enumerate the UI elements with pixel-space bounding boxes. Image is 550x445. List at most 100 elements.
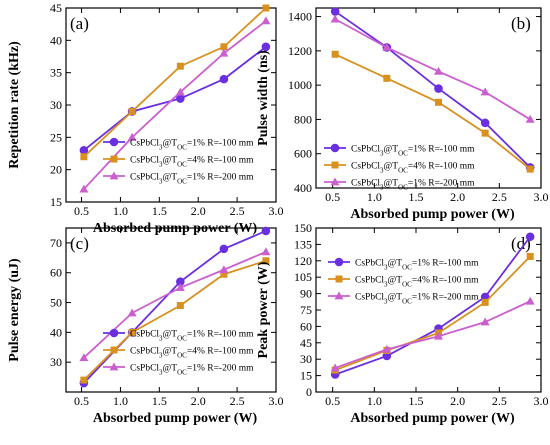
data-point [525,296,535,305]
data-point [435,98,442,106]
y-tick-label: 120 [294,254,312,268]
legend-label-part: OC [177,161,187,169]
legend-label-part: =1% R=-200 mm [412,293,479,303]
y-tick-label: 40 [50,33,62,47]
legend-label-part: CsPbCl [351,145,380,155]
data-point [127,132,137,141]
data-point [262,4,270,12]
legend-label-part: =4% R=-100 mm [408,162,475,172]
x-tick-label: 3.0 [269,204,284,218]
chart-panel-a: 0.5 1.0 1.5 2.0 2.5 3.015202530354045Absorbed… [7,1,284,236]
legend-label-part: CsPbCl [351,162,380,172]
legend-label-part: @T [163,173,178,183]
x-tick-label: 2.5 [230,204,245,218]
x-axis-title: Absorbed pump power (W) [350,207,515,222]
legend-label-part: =1% R=-100 mm [187,330,254,340]
data-point [261,247,271,256]
data-point [220,43,228,51]
panel-label: (a) [70,14,89,33]
data-point [480,317,490,326]
legend-label: CsPbCl3@TOC=1% R=-200 mm [351,179,475,192]
panel-label: (b) [511,14,531,33]
series-line-2 [83,259,267,381]
data-point [525,232,535,242]
legend-label-part: @T [388,276,403,286]
y-tick-label: 35 [50,66,62,80]
legend-marker [109,171,119,180]
y-tick-label: 60 [50,266,62,280]
series-line-1 [83,230,267,384]
legend-label-part: @T [388,293,403,303]
data-point [219,244,229,254]
x-tick-label: 2.0 [450,190,465,204]
data-point [128,107,136,115]
y-tick-label: 600 [294,147,312,161]
series-line-2 [83,7,267,158]
legend-label-part: OC [402,281,412,289]
data-point [219,74,229,84]
y-tick-label: 20 [50,163,62,177]
legend-label-part: 3 [159,369,163,377]
y-tick-label: 30 [300,352,312,366]
legend-marker [330,143,340,153]
data-point [481,298,489,306]
legend-label-part: =4% R=-100 mm [187,347,254,357]
legend-label-part: CsPbCl [355,276,384,286]
y-tick-label: 400 [294,181,312,195]
y-tick-label: 60 [300,319,312,333]
legend-label-part: CsPbCl [130,139,159,149]
data-point [382,42,392,51]
legend-label: CsPbCl3@TOC=4% R=-100 mm [351,162,475,175]
x-tick-label: 2.5 [492,394,507,408]
legend-label-part: @T [384,145,399,155]
y-tick-label: 30 [50,98,62,112]
legend-label-part: =4% R=-100 mm [412,276,479,286]
legend-marker [109,137,119,147]
y-tick-label: 1400 [288,10,312,24]
x-tick-label: 0.5 [325,190,340,204]
y-tick-label: 800 [294,112,312,126]
data-point [128,328,136,336]
x-tick-label: 3.0 [534,394,549,408]
legend-label-part: CsPbCl [355,259,384,269]
legend-label-part: OC [177,178,187,186]
x-tick-label: 1.0 [113,204,128,218]
legend-label-part: CsPbCl [130,156,159,166]
y-tick-label: 1200 [288,44,312,58]
y-tick-label: 105 [294,270,312,284]
data-point [526,165,534,173]
x-tick-label: 1.5 [409,190,424,204]
legend-label-part: CsPbCl [130,364,159,374]
legend-label: CsPbCl3@TOC=1% R=-100 mm [130,139,254,152]
chart-panel-b: 0.5 1.0 1.5 2.0 2.5 3.0 400 600 800 1000 1200 1400 A… [256,7,549,222]
plot-frame [315,7,542,189]
data-point [80,376,88,384]
legend-label-part: 3 [159,161,163,169]
y-tick-label: 150 [294,221,312,235]
legend-label-part: CsPbCl [130,347,159,357]
data-point [330,14,340,23]
legend-label-part: =1% R=-100 mm [187,139,254,149]
series-line-2 [334,255,531,371]
legend-label-part: =1% R=-100 mm [408,145,475,155]
legend-label-part: =1% R=-200 mm [187,173,254,183]
legend-label-part: OC [398,167,408,175]
data-point [219,48,229,57]
y-tick-label: 135 [294,237,312,251]
y-axis-title: Peak power (W) [256,261,271,358]
x-tick-label: 2.5 [492,190,507,204]
series-line-1 [334,236,531,376]
legend-label-part: =1% R=-200 mm [187,364,254,374]
y-axis-title: Pulse energy (uJ) [7,258,22,362]
legend-label-part: OC [177,335,187,343]
x-tick-label: 1.5 [152,204,167,218]
x-tick-label: 1.5 [152,394,167,408]
legend-label-part: 3 [159,144,163,152]
legend-marker [110,155,118,163]
legend-label-part: 3 [384,281,388,289]
legend-label-part: @T [163,156,178,166]
data-point [220,270,228,278]
